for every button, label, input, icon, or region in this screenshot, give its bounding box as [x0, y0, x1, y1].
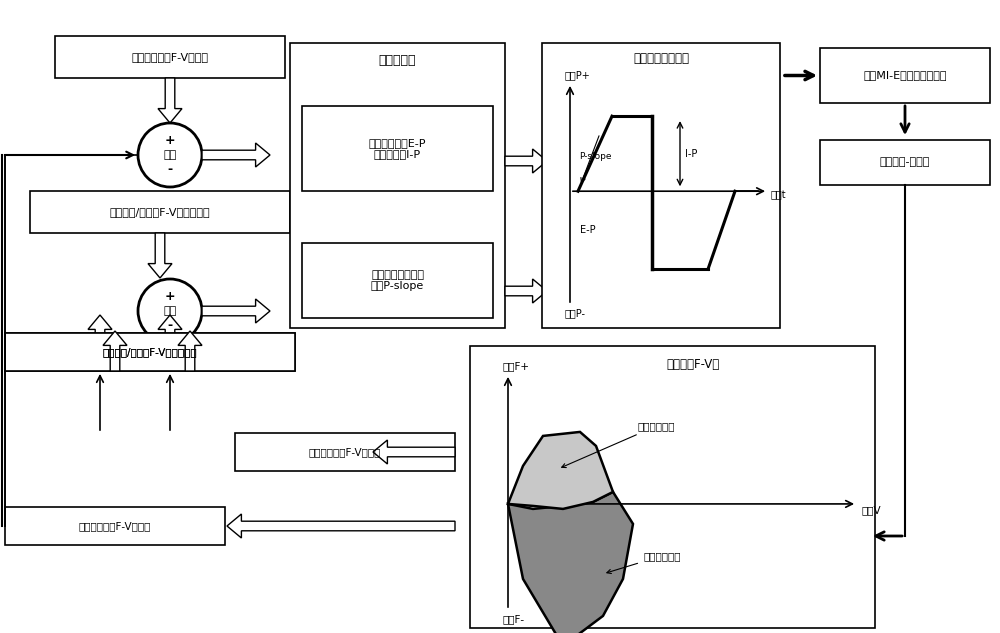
Text: 监测流量-容积环: 监测流量-容积环 — [880, 158, 930, 168]
FancyBboxPatch shape — [5, 333, 295, 371]
FancyBboxPatch shape — [820, 140, 990, 185]
Text: E-P: E-P — [580, 225, 596, 235]
Text: 流量F-: 流量F- — [502, 614, 524, 624]
Text: 比较: 比较 — [163, 306, 177, 316]
FancyBboxPatch shape — [55, 36, 285, 78]
Text: 流量F+: 流量F+ — [502, 361, 529, 371]
Text: 时间t: 时间t — [771, 190, 787, 200]
Text: 设定的负压相F-V环面积: 设定的负压相F-V环面积 — [132, 52, 208, 62]
Text: 一次咳痰压力目标: 一次咳痰压力目标 — [633, 51, 689, 65]
Text: 容积V: 容积V — [861, 505, 881, 515]
Text: 正压相环面积: 正压相环面积 — [562, 421, 676, 468]
FancyBboxPatch shape — [820, 48, 990, 103]
Text: 实际的正/负压相F-V环面积比例: 实际的正/负压相F-V环面积比例 — [103, 347, 197, 357]
Polygon shape — [202, 299, 270, 323]
Polygon shape — [505, 279, 547, 303]
Polygon shape — [508, 492, 633, 633]
Text: 实际的负压相F-V环面积: 实际的负压相F-V环面积 — [79, 521, 151, 531]
FancyBboxPatch shape — [542, 43, 780, 328]
Text: +: + — [165, 290, 175, 303]
Ellipse shape — [138, 279, 202, 343]
FancyBboxPatch shape — [5, 333, 295, 371]
Text: 控制MI-E装置的输出压力: 控制MI-E装置的输出压力 — [863, 70, 947, 80]
FancyBboxPatch shape — [302, 243, 493, 318]
FancyBboxPatch shape — [30, 191, 290, 233]
Polygon shape — [88, 315, 112, 333]
Text: 负压相环面积: 负压相环面积 — [607, 551, 680, 573]
Text: -: - — [167, 319, 173, 332]
Text: 设定的正/负压相F-V环面积比例: 设定的正/负压相F-V环面积比例 — [110, 207, 210, 217]
Text: 调节正相压力上升
斜坡P-slope: 调节正相压力上升 斜坡P-slope — [371, 270, 424, 291]
Text: -: - — [167, 163, 173, 176]
Text: P-slope: P-slope — [579, 152, 612, 161]
FancyBboxPatch shape — [290, 43, 505, 328]
Text: 咳痰控制器: 咳痰控制器 — [379, 54, 416, 68]
Polygon shape — [178, 331, 202, 371]
FancyBboxPatch shape — [235, 433, 455, 471]
Text: 实际的正压相F-V环面积: 实际的正压相F-V环面积 — [309, 447, 381, 457]
Text: 压力P+: 压力P+ — [565, 70, 591, 80]
Text: 一次咳痰F-V环: 一次咳痰F-V环 — [666, 358, 719, 370]
Text: 压力P-: 压力P- — [565, 308, 586, 318]
FancyBboxPatch shape — [5, 507, 225, 545]
Text: 调节负相压力E-P
和正相压力I-P: 调节负相压力E-P 和正相压力I-P — [369, 138, 426, 160]
Polygon shape — [202, 143, 270, 167]
Polygon shape — [158, 315, 182, 333]
FancyBboxPatch shape — [302, 106, 493, 191]
Text: +: + — [165, 134, 175, 147]
Polygon shape — [505, 149, 547, 173]
Text: 实际的正/负压相F-V环面积比例: 实际的正/负压相F-V环面积比例 — [103, 347, 197, 357]
Text: I-P: I-P — [685, 149, 697, 159]
Polygon shape — [373, 440, 455, 464]
Polygon shape — [103, 331, 127, 371]
Polygon shape — [148, 233, 172, 278]
Ellipse shape — [138, 123, 202, 187]
Text: 比较: 比较 — [163, 150, 177, 160]
Polygon shape — [158, 78, 182, 123]
Polygon shape — [508, 432, 613, 509]
Polygon shape — [227, 514, 455, 538]
FancyBboxPatch shape — [470, 346, 875, 628]
